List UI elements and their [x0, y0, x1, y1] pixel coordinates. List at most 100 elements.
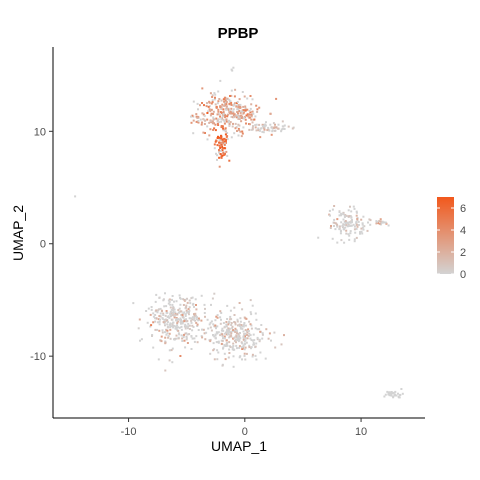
cell-point: [262, 131, 265, 134]
cell-point: [224, 115, 227, 117]
cell-point: [179, 310, 182, 313]
cell-point: [221, 335, 224, 337]
cell-point: [229, 315, 232, 318]
cell-point: [157, 318, 160, 321]
cell-point: [158, 320, 161, 323]
cell-point: [214, 123, 217, 126]
cell-point: [281, 127, 284, 130]
cell-point: [219, 310, 222, 313]
y-tick-label: -10: [30, 351, 46, 363]
cell-point: [221, 145, 224, 148]
cell-point: [235, 126, 238, 128]
cell-point: [169, 322, 172, 325]
cell-point: [240, 120, 243, 123]
cell-point: [161, 329, 164, 332]
cell-point: [255, 342, 258, 345]
cell-point: [273, 331, 276, 334]
cell-point: [175, 334, 178, 337]
cell-point: [199, 118, 202, 121]
cell-point: [186, 301, 189, 304]
cell-point: [242, 330, 245, 333]
cell-point: [367, 221, 369, 224]
cell-point: [185, 338, 188, 341]
cell-point: [222, 110, 225, 113]
cell-point: [203, 312, 206, 314]
cell-point: [339, 229, 342, 232]
cell-point: [385, 222, 388, 225]
cell-point: [155, 309, 158, 312]
cell-point: [229, 95, 231, 97]
cell-point: [228, 336, 231, 339]
cell-point: [216, 144, 219, 147]
cell-point: [204, 119, 207, 122]
cell-point: [186, 297, 188, 300]
cell-point: [245, 317, 248, 320]
cell-point: [227, 121, 230, 124]
cell-point: [246, 337, 249, 340]
cell-point: [242, 126, 245, 129]
cell-point: [250, 327, 253, 330]
cell-point: [179, 317, 182, 320]
cell-point: [187, 311, 190, 313]
cell-point: [234, 88, 237, 91]
cell-point: [217, 100, 220, 103]
cell-point: [180, 322, 182, 325]
cell-point: [223, 120, 226, 123]
cell-point: [171, 323, 174, 326]
cell-point: [267, 337, 270, 340]
cell-point: [361, 222, 364, 225]
cell-point: [208, 323, 211, 326]
cell-point: [212, 110, 215, 113]
cell-point: [259, 136, 262, 139]
cell-point: [219, 316, 222, 319]
cell-point: [225, 138, 227, 141]
cell-point: [269, 112, 272, 115]
cell-point: [221, 327, 224, 330]
cell-point: [226, 318, 229, 320]
cell-point: [188, 306, 191, 309]
cell-point: [217, 340, 220, 343]
cell-point: [164, 320, 167, 323]
cell-point: [227, 113, 229, 116]
cell-point: [383, 221, 386, 224]
cell-point: [241, 109, 244, 112]
cell-point: [280, 343, 283, 346]
cell-point: [157, 358, 160, 361]
cell-point: [236, 347, 238, 350]
cell-point: [355, 220, 358, 223]
cell-point: [211, 96, 214, 98]
cell-point: [244, 337, 247, 340]
cell-point: [241, 115, 244, 118]
cell-point: [273, 126, 276, 129]
cell-point: [228, 331, 231, 334]
cell-point: [170, 313, 173, 316]
cell-point: [241, 358, 243, 361]
cell-point: [264, 357, 267, 360]
cell-point: [333, 205, 336, 207]
cell-point: [195, 308, 198, 311]
cell-point: [255, 129, 258, 132]
cell-point: [249, 323, 252, 326]
cell-point: [223, 335, 226, 338]
cell-point: [261, 333, 264, 336]
cell-point: [181, 320, 184, 323]
cell-point: [229, 330, 232, 333]
cell-point: [239, 317, 242, 320]
cell-point: [218, 138, 221, 141]
cell-point: [178, 294, 181, 297]
cell-point: [241, 130, 244, 133]
cell-point: [180, 334, 183, 337]
cell-point: [249, 95, 252, 97]
cell-point: [392, 396, 395, 399]
cell-point: [221, 154, 224, 157]
cell-point: [274, 123, 276, 126]
cell-point: [172, 307, 175, 310]
cell-point: [250, 115, 253, 118]
cell-point: [147, 307, 150, 310]
outlier-left: [74, 195, 77, 198]
cell-point: [237, 127, 240, 130]
cell-point: [231, 348, 234, 351]
cell-point: [209, 120, 212, 123]
cell-point: [356, 219, 359, 221]
cell-point: [216, 358, 219, 361]
